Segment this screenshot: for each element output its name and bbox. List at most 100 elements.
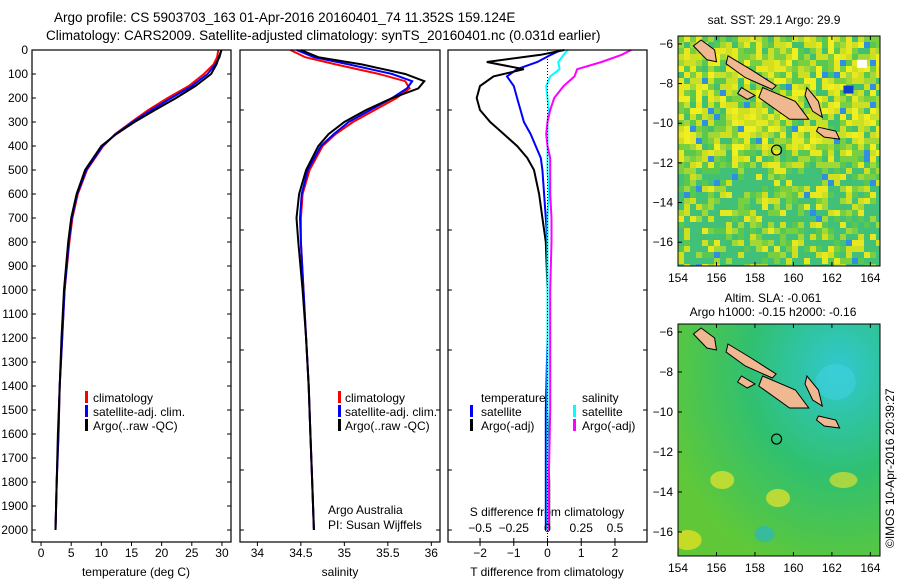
sst-cell <box>732 210 738 216</box>
sst-cell <box>828 192 834 198</box>
sst-cell <box>840 234 846 240</box>
sst-cell <box>774 252 780 258</box>
sst-cell <box>780 54 786 60</box>
sst-cell <box>768 192 774 198</box>
sst-cell <box>726 186 732 192</box>
sst-cell <box>690 240 696 246</box>
sst-cell <box>792 42 798 48</box>
sst-cell <box>774 54 780 60</box>
sst-cell <box>684 150 690 156</box>
sst-cell <box>834 180 840 186</box>
sst-cell <box>714 96 720 102</box>
island-landmass <box>758 86 810 120</box>
sst-cell <box>708 246 714 252</box>
sst-cell <box>702 156 708 162</box>
sst-cell <box>756 240 762 246</box>
sst-cell <box>726 234 732 240</box>
sst-cell <box>786 78 792 84</box>
sst-cell <box>798 96 804 102</box>
sst-cell <box>780 78 786 84</box>
sst-cell <box>732 168 738 174</box>
sst-cell <box>846 108 852 114</box>
sst-cell <box>708 240 714 246</box>
sst-cell <box>834 240 840 246</box>
sst-cell <box>738 120 744 126</box>
sst-cell <box>858 42 864 48</box>
sst-cell <box>678 132 684 138</box>
sst-cell <box>840 90 846 96</box>
sst-cell <box>678 258 684 264</box>
sst-cell <box>726 114 732 120</box>
sst-cell <box>876 258 880 264</box>
sst-cell <box>762 186 768 192</box>
sst-cell <box>696 240 702 246</box>
sst-cell <box>738 36 744 42</box>
sst-cell <box>792 156 798 162</box>
series-line-climatology <box>54 49 220 531</box>
sst-cell <box>804 150 810 156</box>
sst-cell <box>780 258 786 264</box>
lat-tick-label: −16 <box>653 525 674 539</box>
x2-tick-label: −0.25 <box>499 521 530 535</box>
sst-cell <box>768 210 774 216</box>
sst-cell <box>846 204 852 210</box>
x-tick-label: 30 <box>215 546 229 560</box>
sst-cell <box>810 264 816 266</box>
sst-cell <box>846 234 852 240</box>
missing-data-patch <box>856 59 867 68</box>
sst-cell <box>768 54 774 60</box>
sla-background <box>678 324 880 556</box>
sst-cell <box>690 258 696 264</box>
sst-cell <box>780 246 786 252</box>
sst-cell <box>864 180 870 186</box>
sst-cell <box>696 66 702 72</box>
sst-cell <box>714 150 720 156</box>
sst-cell <box>714 78 720 84</box>
sst-cell <box>876 90 880 96</box>
sst-cell <box>726 84 732 90</box>
sst-cell <box>786 222 792 228</box>
sst-cell <box>858 102 864 108</box>
sst-cell <box>852 66 858 72</box>
sst-cell <box>714 252 720 258</box>
sst-cell <box>840 210 846 216</box>
sst-cell <box>846 54 852 60</box>
sst-cell <box>834 210 840 216</box>
sst-cell <box>810 48 816 54</box>
sst-cell <box>702 84 708 90</box>
sst-cell <box>684 66 690 72</box>
sst-cell <box>720 150 726 156</box>
sst-cell <box>822 78 828 84</box>
sst-cell <box>828 54 834 60</box>
annotation-institution: Argo Australia <box>328 503 403 517</box>
sst-cell <box>870 228 876 234</box>
sst-cell <box>684 246 690 252</box>
sst-cell <box>726 138 732 144</box>
sst-cell <box>792 72 798 78</box>
sst-cell <box>750 96 756 102</box>
sst-cell <box>792 48 798 54</box>
sst-cell <box>726 72 732 78</box>
sst-cell <box>768 120 774 126</box>
sst-cell <box>792 258 798 264</box>
sst-cell <box>864 60 870 66</box>
sst-cell <box>834 234 840 240</box>
sst-cell <box>798 48 804 54</box>
sst-cell <box>768 66 774 72</box>
sst-cell <box>690 150 696 156</box>
sst-cell <box>696 144 702 150</box>
sst-cell <box>702 264 708 266</box>
sst-cell <box>690 168 696 174</box>
sst-cell <box>720 186 726 192</box>
sst-cell <box>714 264 720 266</box>
sst-cell <box>852 258 858 264</box>
sst-cell <box>846 258 852 264</box>
sst-cell <box>702 174 708 180</box>
sst-cell <box>756 162 762 168</box>
sst-cell <box>750 144 756 150</box>
sst-cell <box>810 90 816 96</box>
sst-cell <box>714 126 720 132</box>
sst-cell <box>750 162 756 168</box>
sst-cell <box>786 54 792 60</box>
sst-cell <box>828 84 834 90</box>
